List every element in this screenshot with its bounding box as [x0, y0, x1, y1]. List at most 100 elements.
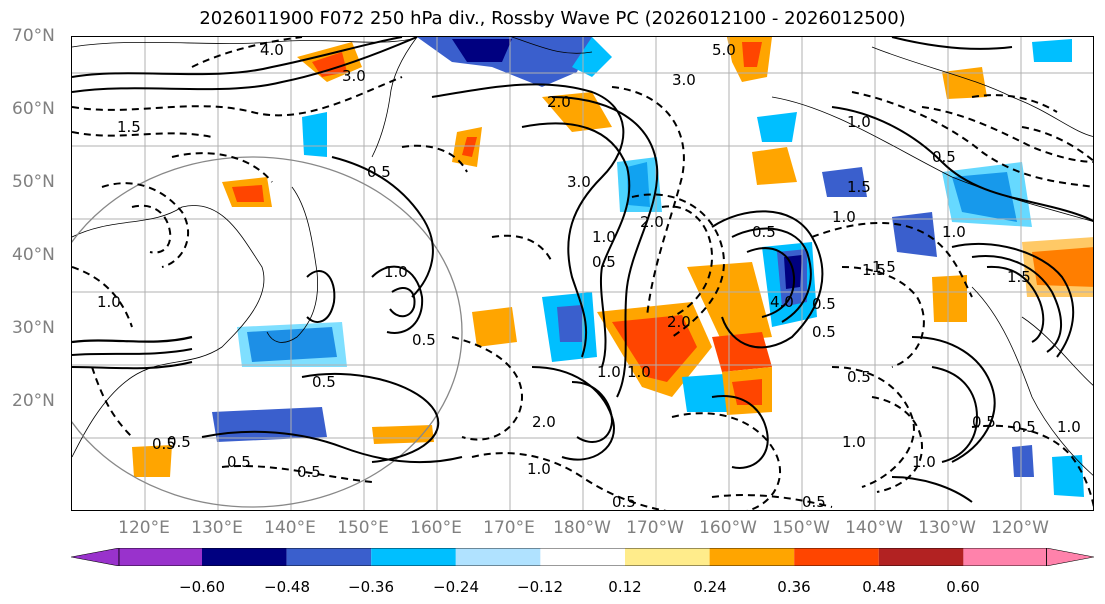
colorbar-extend-low: [71, 548, 120, 566]
longitude-label: 150°W: [772, 518, 830, 538]
longitude-label: 120°E: [118, 518, 170, 538]
contour-label: 1.0: [832, 208, 856, 226]
longitude-label: 130°E: [191, 518, 243, 538]
colorbar-tick-label: −0.12: [517, 578, 563, 596]
contour-label: 2.0: [640, 213, 664, 231]
shade-region: [237, 322, 347, 367]
colorbar-tick-label: 0.12: [608, 578, 642, 596]
shade-region: [572, 37, 612, 77]
colorbar-swatch: [963, 548, 1047, 566]
map-canvas: 4.0 3.0 2.0 3.0 5.0 1.5 0.5 1.0 1.0 0.5 …: [72, 37, 1093, 511]
contour-label: 0.5: [297, 463, 321, 481]
colorbar-swatch: [202, 548, 287, 566]
contour-label: 0.5: [227, 453, 251, 471]
longitude-label: 150°E: [337, 518, 389, 538]
longitude-label: 120°W: [991, 518, 1049, 538]
contour-label: 1.5: [872, 258, 896, 276]
longitude-label: 170°E: [483, 518, 535, 538]
contour-label: 4.0: [260, 41, 284, 59]
shade-region: [212, 407, 327, 442]
colorbar-tick-label: −0.60: [179, 578, 225, 596]
rossby-wave-contours: [72, 37, 1093, 510]
contour-label: 1.0: [97, 293, 121, 311]
contour-label: 0.5: [932, 148, 956, 166]
colorbar-tick-label: 0.36: [777, 578, 811, 596]
contour-label: 1.0: [384, 263, 408, 281]
colorbar-swatch: [878, 548, 964, 566]
colorbar: [71, 548, 1094, 566]
contour-label: 1.0: [912, 453, 936, 471]
shade-region: [752, 147, 797, 185]
colorbar-swatch: [455, 548, 541, 566]
contour-label: 4.0: [770, 293, 794, 311]
contour-label: 1.0: [627, 363, 651, 381]
contour-label: 1.5: [847, 178, 871, 196]
map-title: 2026011900 F072 250 hPa div., Rossby Wav…: [199, 8, 906, 29]
longitude-label: 160°E: [410, 518, 462, 538]
contour-label: 1.0: [847, 113, 871, 131]
latitude-label: 40°N: [12, 245, 55, 265]
contour-label: 0.5: [1012, 418, 1036, 436]
contour-label: 2.0: [547, 93, 571, 111]
shade-region: [932, 275, 967, 322]
contour-label: 0.5: [592, 253, 616, 271]
colorbar-swatch: [540, 548, 625, 566]
shade-region: [892, 212, 937, 257]
colorbar-swatch: [119, 548, 202, 566]
map-panel[interactable]: 4.0 3.0 2.0 3.0 5.0 1.5 0.5 1.0 1.0 0.5 …: [71, 36, 1094, 511]
shade-region: [557, 305, 582, 342]
shade-region: [617, 157, 662, 212]
shade-region: [462, 137, 477, 157]
contour-label: 1.0: [527, 460, 551, 478]
contour-label: 0.5: [847, 368, 871, 386]
contour-label: 1.0: [597, 363, 621, 381]
contour-label: 0.5: [812, 323, 836, 341]
shade-region: [1022, 237, 1093, 297]
contour-label: 0.5: [812, 295, 836, 313]
contour-label: 1.0: [942, 223, 966, 241]
shade-region: [1032, 39, 1072, 62]
contour-label: 0.5: [312, 373, 336, 391]
shade-region: [472, 307, 517, 347]
contour-label: 0.5: [612, 493, 636, 511]
shade-region: [942, 67, 987, 99]
shade-region: [1052, 455, 1084, 497]
contour-label: 3.0: [342, 67, 366, 85]
shade-region: [757, 112, 797, 142]
shade-region: [232, 185, 264, 202]
shade-region: [742, 42, 762, 67]
contour-label: 3.0: [567, 173, 591, 191]
shade-region: [302, 112, 327, 157]
contour-label: 1.0: [842, 433, 866, 451]
contour-label: 5.0: [712, 41, 736, 59]
shade-region: [452, 39, 512, 62]
colorbar-tick-label: −0.36: [348, 578, 394, 596]
shade-region: [312, 52, 347, 77]
colorbar-swatch: [286, 548, 372, 566]
contour-label: 2.0: [532, 413, 556, 431]
colorbar-swatch: [371, 548, 456, 566]
contour-label: 0.5: [802, 493, 826, 511]
shade-region: [822, 167, 867, 197]
latitude-label: 30°N: [12, 318, 55, 338]
contour-label: 0.5: [152, 435, 176, 453]
contour-label: 0.5: [752, 223, 776, 241]
contour-label: 1.0: [592, 228, 616, 246]
colorbar-tick-label: 0.60: [946, 578, 980, 596]
latitude-label: 50°N: [12, 172, 55, 192]
contour-label: 1.5: [1007, 268, 1031, 286]
colorbar-swatch: [625, 548, 710, 566]
latitude-label: 20°N: [12, 391, 55, 411]
latitude-label: 60°N: [12, 99, 55, 119]
grid-lines: [72, 37, 1093, 510]
shade-region: [712, 332, 772, 372]
shade-region: [1012, 445, 1034, 477]
shade-region: [372, 425, 434, 444]
latitude-label: 70°N: [12, 26, 55, 46]
reference-circle: [72, 156, 463, 508]
longitude-label: 160°W: [699, 518, 757, 538]
colorbar-frame: [118, 548, 1047, 566]
colorbar-tick-label: 0.48: [862, 578, 896, 596]
contour-label: 0.5: [167, 433, 191, 451]
contour-label: 3.0: [672, 71, 696, 89]
